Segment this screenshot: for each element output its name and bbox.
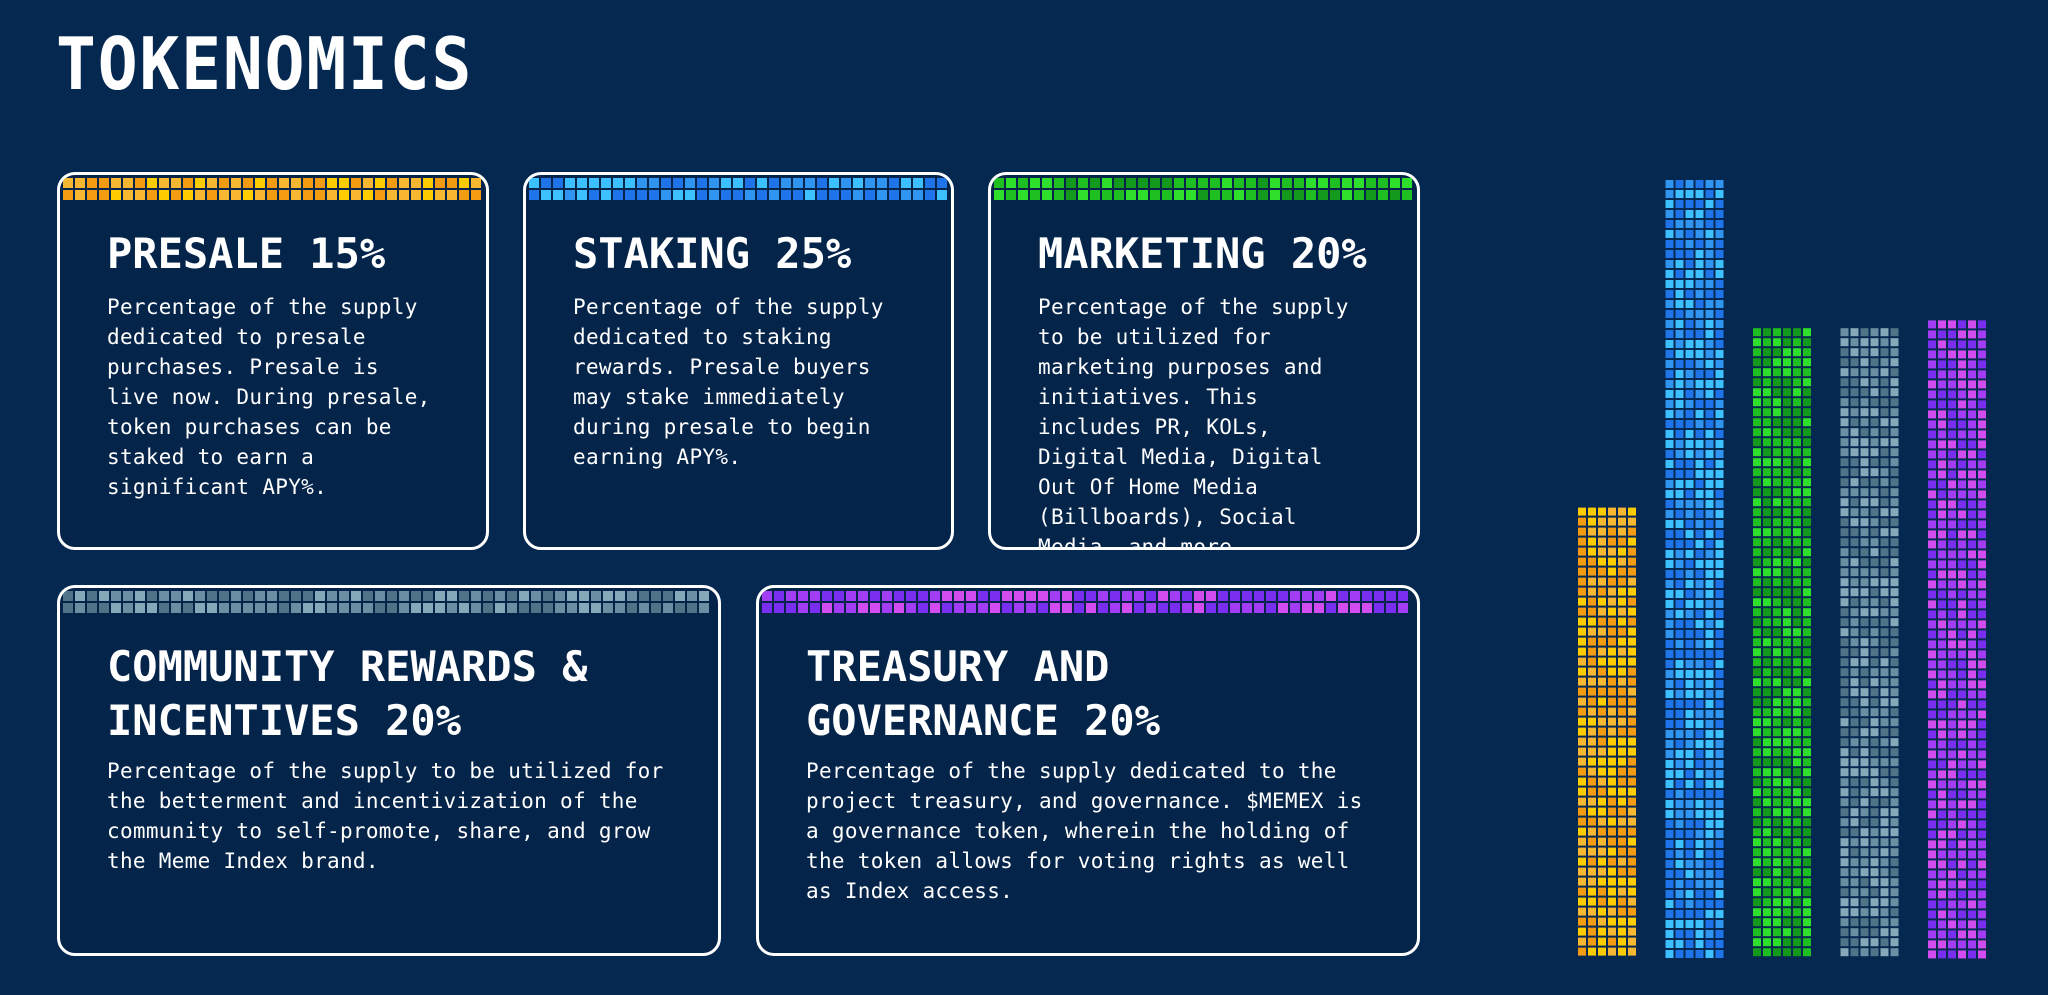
community-rewards-card: COMMUNITY REWARDS & INCENTIVES 20% Perce… [57,585,721,956]
marketing-pixel-strip [994,178,1412,200]
community-pixel-strip [63,591,709,613]
page-title: TOKENOMICS [56,22,474,106]
presale-title: PRESALE 15% [107,229,386,278]
presale-card: PRESALE 15% Percentage of the supply ded… [57,172,489,550]
allocation-bar-5 [1928,320,1986,959]
treasury-pixel-strip [762,591,1408,613]
community-rewards-description: Percentage of the supply to be utilized … [107,759,664,873]
marketing-card: MARKETING 20% Percentage of the supply t… [988,172,1420,550]
allocation-bar-4 [1840,328,1899,957]
allocation-bar-3 [1753,328,1811,957]
treasury-description: Percentage of the supply dedicated to th… [806,759,1363,903]
presale-pixel-strip [63,178,481,200]
presale-description: Percentage of the supply dedicated to pr… [107,295,431,499]
staking-description: Percentage of the supply dedicated to st… [573,295,884,469]
allocation-bar-graphic [1578,180,1986,959]
marketing-title: MARKETING 20% [1038,229,1367,278]
marketing-description: Percentage of the supply to be utilized … [1038,295,1349,550]
staking-pixel-strip [529,178,947,200]
staking-card: STAKING 25% Percentage of the supply ded… [523,172,954,550]
staking-title: STAKING 25% [573,229,852,278]
allocation-bar-2 [1665,180,1724,958]
community-rewards-title: COMMUNITY REWARDS & INCENTIVES 20% [107,642,588,745]
treasury-title: TREASURY AND GOVERNANCE 20% [806,642,1161,745]
allocation-bar-1 [1578,507,1636,956]
treasury-card: TREASURY AND GOVERNANCE 20% Percentage o… [756,585,1420,956]
